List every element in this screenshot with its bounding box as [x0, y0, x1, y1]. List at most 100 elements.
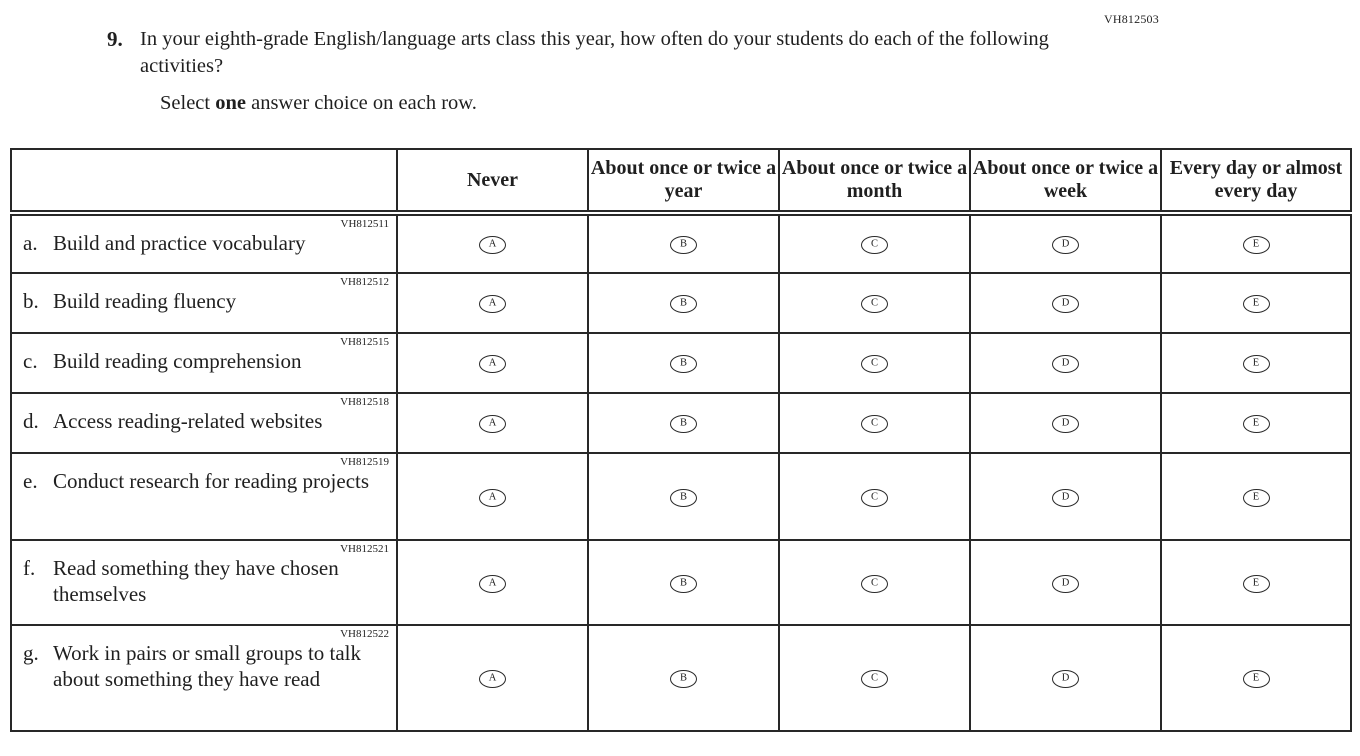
row-f-day-cell: E	[1160, 539, 1352, 626]
column-header-every-day: Every day or almost every day	[1160, 148, 1352, 216]
row-a-choice-a[interactable]: A	[479, 236, 506, 254]
form-code: VH812503	[1104, 12, 1159, 26]
choice-letter: C	[870, 672, 878, 684]
instruction-suffix: answer choice on each row.	[245, 92, 477, 114]
row-f-never-cell: A	[396, 539, 589, 626]
row-d-choice-a[interactable]: A	[479, 415, 506, 433]
row-c-choice-a[interactable]: A	[479, 355, 506, 373]
row-f-choice-e[interactable]: E	[1242, 574, 1270, 593]
table-row-a: VH812511 a. Build and practice vocabulary …	[10, 212, 1352, 274]
row-d-label: Access reading-related websites	[53, 409, 323, 433]
row-e-letter: e.	[23, 469, 38, 493]
row-f-choice-d[interactable]: D	[1052, 574, 1079, 593]
row-a-day-cell: E	[1160, 212, 1352, 274]
row-d-choice-c[interactable]: C	[861, 415, 888, 433]
row-d-choice-b[interactable]: B	[670, 415, 697, 433]
row-e-choice-d[interactable]: D	[1052, 488, 1079, 507]
choice-letter: A	[488, 491, 497, 502]
row-a-choice-c[interactable]: C	[861, 236, 888, 254]
row-f-choice-c[interactable]: C	[861, 574, 888, 593]
choice-letter: E	[1252, 577, 1260, 588]
row-g-year-cell: B	[587, 624, 780, 732]
row-c-label-cell: VH812515 c. Build reading comprehension	[10, 332, 398, 394]
choice-letter: B	[679, 417, 687, 429]
row-d-never-cell: A	[396, 392, 589, 454]
row-b-label: Build reading fluency	[53, 289, 237, 313]
row-b-code: VH812512	[340, 276, 389, 288]
activity-frequency-table: Never About once or twice a year About o…	[10, 148, 1352, 732]
row-e-year-cell: B	[587, 452, 780, 541]
row-f-choice-a[interactable]: A	[479, 574, 506, 593]
row-c-choice-d[interactable]: D	[1052, 355, 1079, 373]
row-a-label: Build and practice vocabulary	[53, 231, 306, 255]
choice-letter: B	[679, 238, 687, 250]
column-header-once-twice-month: About once or twice a month	[778, 148, 971, 216]
column-header-once-twice-year: About once or twice a year	[587, 148, 780, 216]
row-c-day-cell: E	[1160, 332, 1352, 394]
choice-letter: C	[870, 417, 878, 429]
column-header-never: Never	[396, 148, 589, 216]
row-b-choice-b[interactable]: B	[670, 295, 697, 313]
row-e-choice-e[interactable]: E	[1242, 488, 1270, 507]
row-b-label-cell: VH812512 b. Build reading fluency	[10, 272, 398, 334]
row-e-choice-a[interactable]: A	[479, 488, 506, 507]
table-row-b: VH812512 b. Build reading fluency A B C D …	[10, 272, 1352, 334]
choice-letter: A	[488, 577, 497, 588]
row-e-label-cell: VH812519 e. Conduct research for reading p…	[10, 452, 398, 541]
choice-letter: D	[1061, 417, 1070, 429]
row-b-choice-d[interactable]: D	[1052, 295, 1079, 313]
choice-letter: B	[679, 297, 687, 309]
question-block: 9. In your eighth-grade English/language…	[107, 26, 1060, 80]
row-f-code: VH812521	[340, 543, 389, 555]
row-a-choice-b[interactable]: B	[670, 236, 697, 254]
row-d-week-cell: D	[969, 392, 1162, 454]
row-a-choice-e[interactable]: E	[1242, 236, 1270, 254]
row-g-choice-d[interactable]: D	[1052, 670, 1079, 688]
row-g-never-cell: A	[396, 624, 589, 732]
row-e-never-cell: A	[396, 452, 589, 541]
row-g-week-cell: D	[969, 624, 1162, 732]
row-g-choice-c[interactable]: C	[861, 670, 888, 688]
row-a-year-cell: B	[587, 212, 780, 274]
row-c-code: VH812515	[340, 336, 389, 348]
row-e-choice-c[interactable]: C	[861, 488, 888, 507]
instruction-prefix: Select	[160, 92, 216, 114]
row-e-choice-b[interactable]: B	[670, 488, 697, 507]
row-g-choice-b[interactable]: B	[670, 670, 697, 688]
row-g-choice-a[interactable]: A	[479, 670, 506, 688]
row-d-year-cell: B	[587, 392, 780, 454]
row-c-choice-e[interactable]: E	[1242, 355, 1270, 373]
row-c-year-cell: B	[587, 332, 780, 394]
row-c-letter: c.	[23, 349, 38, 373]
row-c-never-cell: A	[396, 332, 589, 394]
choice-letter: B	[679, 672, 687, 684]
row-a-code: VH812511	[340, 218, 389, 230]
row-c-month-cell: C	[778, 332, 971, 394]
row-f-month-cell: C	[778, 539, 971, 626]
row-b-choice-a[interactable]: A	[479, 295, 506, 313]
row-c-choice-c[interactable]: C	[861, 355, 888, 373]
row-b-week-cell: D	[969, 272, 1162, 334]
row-a-choice-d[interactable]: D	[1052, 236, 1079, 254]
choice-letter: A	[488, 417, 497, 429]
row-d-choice-e[interactable]: E	[1242, 415, 1270, 433]
row-g-choice-e[interactable]: E	[1242, 670, 1270, 688]
row-b-choice-c[interactable]: C	[861, 295, 888, 313]
row-f-label: Read something they have chosen themselv…	[53, 556, 339, 606]
row-f-label-cell: VH812521 f. Read something they have chose…	[10, 539, 398, 626]
question-instruction: Select one answer choice on each row.	[160, 92, 477, 115]
row-f-week-cell: D	[969, 539, 1162, 626]
row-f-choice-b[interactable]: B	[670, 574, 697, 593]
row-c-choice-b[interactable]: B	[670, 355, 697, 373]
row-b-choice-e[interactable]: E	[1242, 295, 1270, 313]
row-f-letter: f.	[23, 556, 36, 580]
choice-letter: A	[488, 297, 497, 309]
row-d-day-cell: E	[1160, 392, 1352, 454]
row-d-choice-d[interactable]: D	[1052, 415, 1079, 433]
row-d-code: VH812518	[340, 396, 389, 408]
choice-letter: E	[1252, 357, 1260, 369]
row-e-day-cell: E	[1160, 452, 1352, 541]
row-e-code: VH812519	[340, 456, 389, 468]
row-d-month-cell: C	[778, 392, 971, 454]
header-empty-cell	[10, 148, 398, 216]
